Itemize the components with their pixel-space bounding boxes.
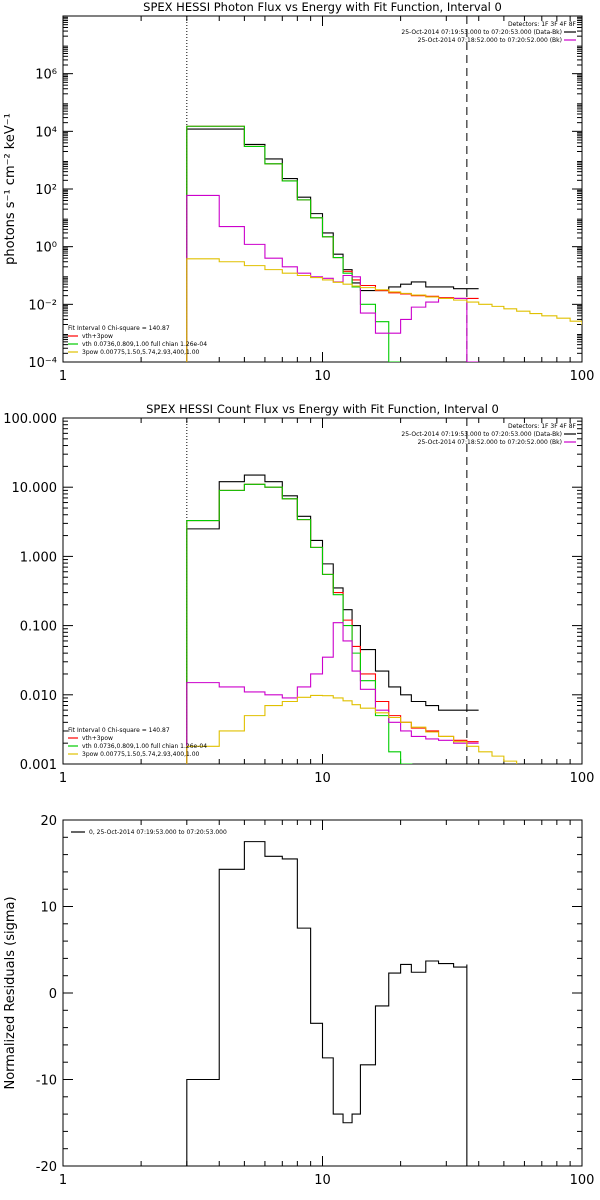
series-line-0: [186, 841, 468, 1166]
legend-entry: 25-Oct-2014 07:19:53.000 to 07:20:53.000…: [401, 29, 562, 36]
legend-header: Detectors: 1F 3F 4F 8F: [508, 423, 577, 430]
y-tick-label: 0: [49, 987, 57, 1002]
x-tick-label: 100: [570, 1173, 595, 1188]
y-tick-label: 10²: [35, 183, 57, 198]
y-tick-label: 10⁻²: [28, 298, 57, 313]
y-tick-label: 10⁶: [35, 68, 57, 83]
y-tick-label: 0.001: [20, 758, 57, 773]
x-tick-label: 1: [59, 369, 67, 384]
x-tick-label: 100: [570, 771, 595, 786]
legend-header: Fit Interval 0 Chi-square = 140.87: [68, 727, 170, 734]
count-flux-panel: SPEX HESSI Count Flux vs Energy with Fit…: [3, 402, 594, 786]
y-axis-label: Normalized Residuals (sigma): [3, 896, 18, 1089]
x-tick-label: 1: [59, 771, 67, 786]
series-line-2: [186, 125, 401, 362]
residuals-panel: 1 10 100 -20 -10 0 10 20 Normalized Residuals (s…: [3, 814, 594, 1188]
y-axis-label: photons s⁻¹ cm⁻² keV⁻¹: [3, 113, 18, 265]
legend-entry: 25-Oct-2014 07:18:52.000 to 07:20:52.000…: [418, 37, 562, 44]
legend-entry: 25-Oct-2014 07:18:52.000 to 07:20:52.000…: [418, 439, 562, 446]
y-tick-label: 1.000: [20, 550, 57, 565]
x-tick-label: 10: [314, 771, 331, 786]
y-tick-label: -10: [36, 1074, 57, 1089]
y-tick-label: 0.100: [20, 620, 57, 635]
y-tick-label: 10⁴: [35, 125, 57, 140]
legend-entry: 3pow 0.00775,1.50,5.74,2.93,400,1.00: [82, 751, 200, 758]
x-tick-label: 10: [314, 369, 331, 384]
legend-entry: vth 0.0736,0.809,1.00 full chian 1.26e-0…: [82, 341, 207, 348]
legend-entry: vth 0.0736,0.809,1.00 full chian 1.26e-0…: [82, 743, 207, 750]
y-tick-label: 10⁻⁴: [28, 356, 57, 371]
legend-header: Fit Interval 0 Chi-square = 140.87: [68, 325, 170, 332]
legend-entry: vth+3pow: [82, 735, 113, 742]
series-line-0: [186, 474, 479, 764]
chart-title: SPEX HESSI Photon Flux vs Energy with Fi…: [143, 0, 502, 14]
series-line-3: [186, 622, 479, 764]
legend-entry: vth+3pow: [82, 333, 113, 340]
x-tick-label: 1: [59, 1173, 67, 1188]
series-line-3: [186, 194, 479, 362]
series-line-2: [186, 483, 413, 764]
y-tick-label: 10: [40, 901, 57, 916]
plot-frame: [62, 417, 583, 765]
series-group: [186, 841, 468, 1166]
y-tick-label: 10⁰: [35, 241, 57, 256]
legend-entry: 3pow 0.00775,1.50,5.74,2.93,400,1.00: [82, 349, 200, 356]
series-line-4: [186, 258, 582, 362]
photon-flux-panel: SPEX HESSI Photon Flux vs Energy with Fi…: [3, 0, 594, 384]
series-line-4: [186, 694, 518, 764]
legend-entry: 0, 25-Oct-2014 07:19:53.000 to 07:20:53.…: [89, 829, 227, 836]
series-group: [186, 125, 582, 362]
x-tick-label: 10: [314, 1173, 331, 1188]
y-tick-label: -20: [36, 1160, 57, 1175]
y-tick-label: 0.010: [20, 689, 57, 704]
plot-frame: [62, 819, 583, 1167]
plot-frame: [62, 15, 583, 363]
x-tick-label: 100: [570, 369, 595, 384]
y-tick-label: 10.000: [12, 481, 58, 496]
y-tick-label: 20: [40, 814, 57, 829]
chart-title: SPEX HESSI Count Flux vs Energy with Fit…: [146, 402, 499, 416]
y-tick-label: 100.000: [3, 412, 57, 427]
legend-header: Detectors: 1F 3F 4F 8F: [508, 21, 577, 28]
series-group: [186, 474, 518, 764]
legend-entry: 25-Oct-2014 07:19:53.000 to 07:20:53.000…: [401, 431, 562, 438]
